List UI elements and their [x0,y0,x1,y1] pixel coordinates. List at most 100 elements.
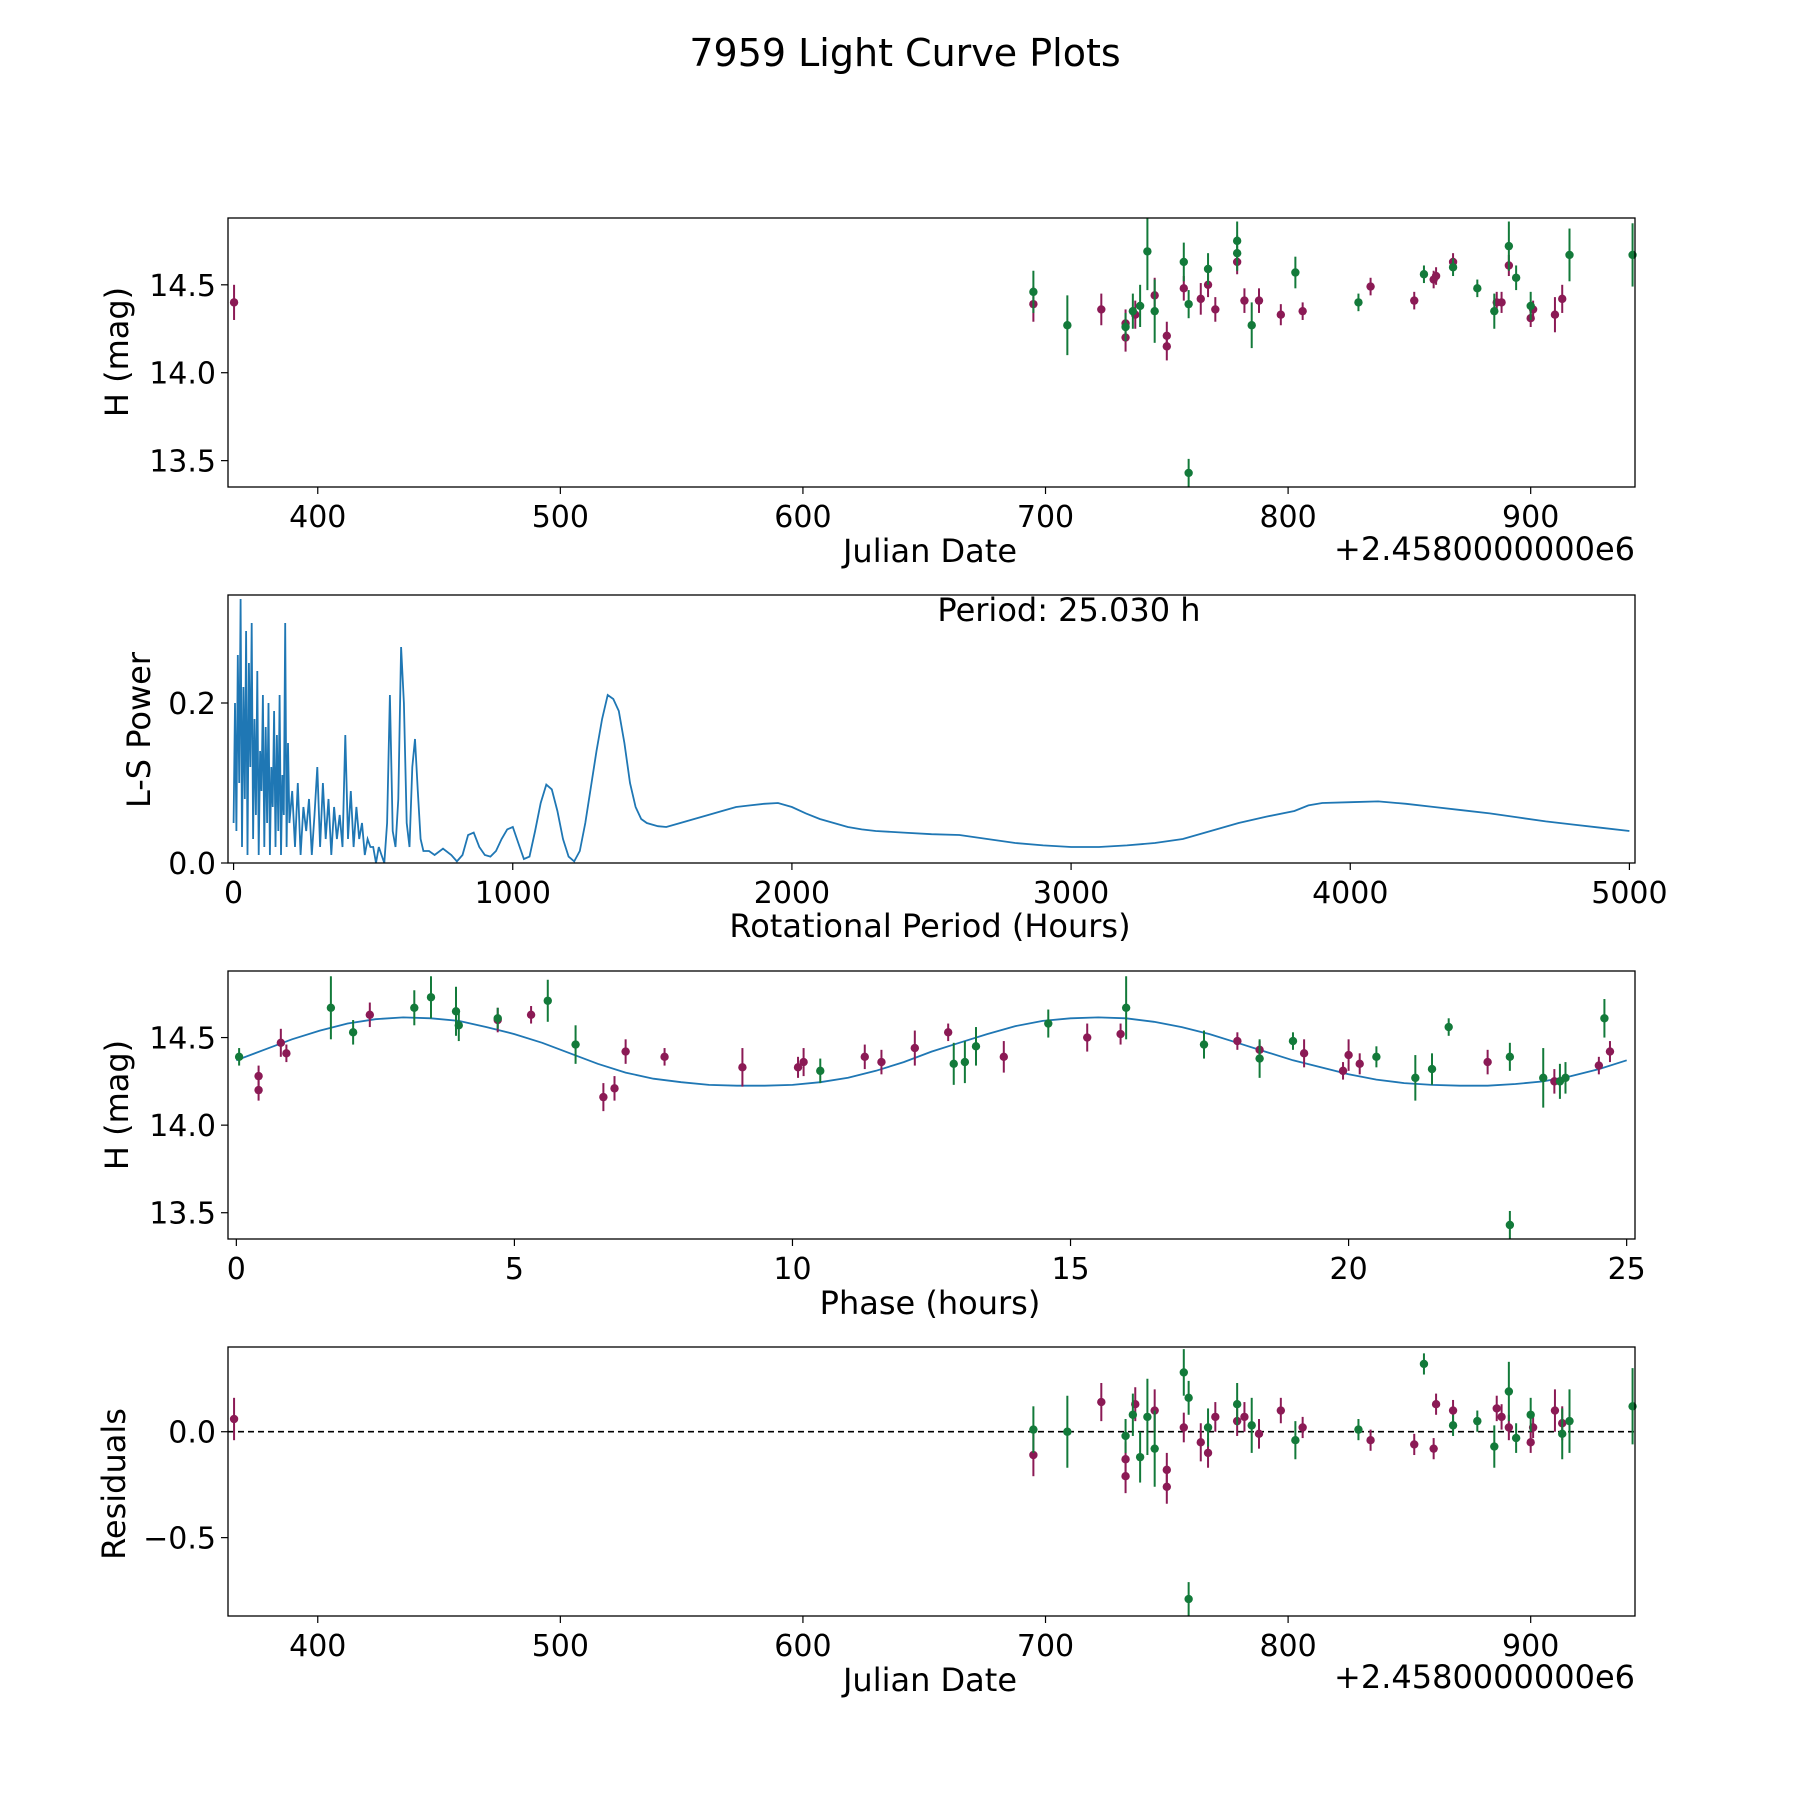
data-point [599,1092,608,1102]
data-point [1162,331,1172,340]
data-point [1179,257,1188,267]
data-point [1150,1444,1159,1453]
data-point [1179,1423,1188,1432]
x-tick-label: 500 [532,500,589,535]
data-point [454,1021,463,1030]
data-point [1473,1416,1482,1426]
panel-residuals-content [228,1349,1637,1616]
data-point [1232,236,1242,246]
data-point [1233,1036,1242,1046]
data-point [1600,1014,1609,1023]
data-point [1203,1423,1213,1432]
data-point [1143,1412,1152,1422]
data-point [1504,1423,1514,1432]
periodogram-annotation: Period: 25.030 h [937,591,1200,629]
x-tick-label: 0 [224,876,243,911]
y-tick-label: 0.0 [168,1416,216,1451]
panel-residuals-ylabel: Residuals [95,1408,133,1560]
data-point [1121,1455,1130,1464]
data-point [1247,1421,1256,1430]
data-point [1288,1036,1298,1046]
data-point [1179,1368,1188,1377]
data-point [1254,296,1264,305]
data-point [1203,1448,1213,1458]
data-point [971,1042,981,1051]
x-tick-label: 400 [289,1629,346,1664]
x-tick-label: 4000 [1312,876,1388,911]
data-point [1299,1049,1309,1058]
data-point [254,1071,263,1081]
data-point [1354,298,1363,307]
data-point [1240,1412,1249,1422]
panel-lightcurve-date-ylabel: H (mag) [98,287,136,417]
data-point [1427,1064,1437,1074]
data-point [1419,270,1429,279]
x-tick-label: 10 [773,1252,811,1287]
data-point [1184,1594,1193,1604]
data-point [282,1049,291,1058]
data-point [960,1057,970,1067]
data-point [526,1010,536,1019]
data-point [1448,1421,1458,1430]
panel-phase-fold-content [234,976,1627,1239]
figure-title: 7959 Light Curve Plots [689,31,1120,75]
data-point [1511,1433,1521,1443]
data-point [1128,1410,1138,1419]
data-point [1550,1406,1560,1415]
data-point [1298,1423,1307,1432]
data-point [1029,287,1038,297]
data-point [1203,264,1213,274]
y-tick-label: 14.5 [149,1022,216,1057]
data-point [1196,294,1205,304]
data-point [1448,1406,1458,1415]
data-point [1211,305,1220,314]
data-point [799,1057,808,1067]
data-point [793,1063,803,1072]
data-point [1083,1033,1092,1042]
data-point [1184,1393,1193,1403]
data-point [877,1057,886,1067]
data-point [1121,1472,1130,1481]
data-point [1291,1435,1300,1445]
y-tick-label: 14.0 [149,1109,216,1144]
data-point [1605,1047,1615,1056]
data-point [1419,1359,1429,1369]
panel-residuals-axes: 400 500 600 700 800 900 −0.5 0.0 [143,1416,1559,1664]
data-point [1121,322,1130,332]
data-point [1344,1050,1353,1060]
panel-residuals-offset: +2.4580000000e6 [1334,1658,1635,1696]
data-point [234,1052,244,1062]
data-point [1211,1412,1220,1422]
model-fit-curve [235,1016,1627,1087]
data-point [1232,1399,1242,1409]
panel-lightcurve-date-axes: 400 500 600 700 800 900 13.5 14.0 14.5 [149,269,1559,535]
data-point [1044,1019,1053,1028]
data-point [1561,1073,1570,1083]
panel-lightcurve-date: 400 500 600 700 800 900 13.5 14.0 14.5 Julian Da… [98,217,1637,570]
data-point [816,1066,825,1076]
data-point [943,1028,953,1037]
data-point [1526,1410,1535,1419]
data-point [1240,296,1249,305]
data-point [1029,1425,1038,1434]
x-tick-label: 5 [505,1252,524,1287]
data-point [1097,1397,1106,1407]
data-point [1063,321,1072,330]
data-point [1497,1412,1506,1422]
x-tick-label: 600 [774,1629,831,1664]
data-point [1121,1431,1130,1441]
panel-phase-fold-axes: 0 5 10 15 20 25 13.5 14.0 14.5 [149,1022,1646,1287]
data-point [1354,1425,1363,1434]
panel-phase-fold-frame [227,970,1636,1240]
x-tick-label: 700 [1017,1629,1074,1664]
x-tick-label: 5000 [1591,876,1667,911]
x-tick-label: 900 [1502,500,1559,535]
panel-residuals-xlabel: Julian Date [841,1661,1017,1699]
data-point [1029,1450,1038,1460]
data-point [1565,1416,1574,1426]
panel-phase-fold-ylabel: H (mag) [98,1040,136,1170]
data-point [1128,306,1138,316]
data-point [1411,1073,1420,1083]
data-point [1504,1387,1514,1396]
